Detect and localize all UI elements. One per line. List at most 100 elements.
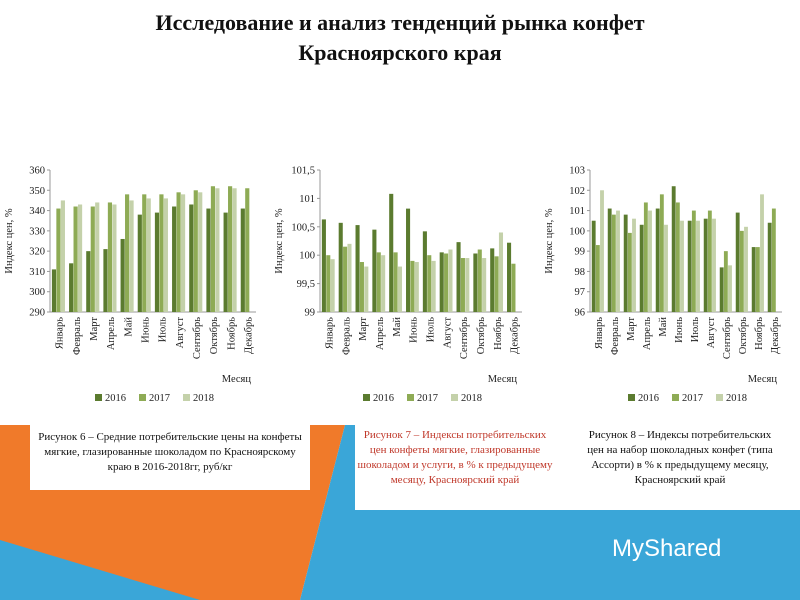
bar — [675, 202, 680, 312]
bar — [607, 208, 612, 312]
y-tick-label: 100 — [299, 251, 315, 262]
bar — [90, 206, 95, 312]
x-tick-label: Апрель — [642, 317, 653, 350]
bar — [482, 258, 487, 312]
bar — [498, 232, 504, 312]
legend-label: 2017 — [417, 393, 438, 404]
bar — [719, 267, 724, 312]
bar — [680, 220, 684, 312]
x-tick-label: Декабрь — [770, 317, 781, 354]
bar — [343, 246, 348, 312]
bar — [414, 262, 419, 312]
x-tick-label: Май — [123, 317, 134, 337]
legend-swatch — [183, 394, 190, 401]
x-tick-label: Июль — [158, 317, 169, 342]
bar — [198, 192, 203, 312]
x-tick-label: Ноябрь — [493, 317, 504, 350]
bar — [723, 251, 728, 312]
x-tick-label: Июнь — [409, 317, 420, 343]
bar — [473, 253, 478, 312]
bar — [240, 208, 245, 312]
bar — [444, 253, 449, 312]
bar — [180, 194, 186, 312]
bar — [372, 229, 377, 312]
bar — [60, 200, 65, 312]
bar — [397, 266, 403, 312]
bar — [712, 218, 716, 312]
x-tick-label: Апрель — [106, 317, 117, 350]
bar — [120, 238, 125, 312]
bar — [511, 263, 516, 312]
y-tick-label: 300 — [29, 287, 45, 298]
x-tick-label: Август — [442, 317, 453, 349]
y-axis-label: Индекс цен, % — [544, 208, 555, 273]
bar — [490, 248, 495, 312]
bar — [326, 255, 331, 312]
bar — [465, 258, 470, 312]
bar — [154, 212, 160, 312]
bar — [627, 232, 632, 312]
bar — [193, 190, 198, 312]
bar — [77, 204, 83, 312]
bar — [381, 255, 386, 312]
bar — [755, 247, 760, 312]
x-tick-label: Сентябрь — [459, 317, 470, 359]
y-tick-label: 103 — [569, 166, 585, 177]
bar — [616, 210, 620, 312]
bar — [422, 231, 427, 312]
bar — [103, 249, 108, 312]
y-axis-label: Индекс цен, % — [274, 208, 285, 273]
bar — [691, 210, 696, 312]
caption-box — [30, 425, 310, 490]
figure-caption: Рисунок 6 – Средние потребительские цены… — [38, 431, 302, 473]
x-tick-label: Январь — [55, 317, 66, 349]
bar — [687, 220, 692, 312]
x-tick-label: Ноябрь — [754, 317, 765, 350]
x-tick-label: Сентябрь — [722, 317, 733, 359]
bar — [751, 247, 756, 312]
bar — [648, 210, 652, 312]
bar — [767, 222, 772, 312]
bar — [448, 249, 453, 312]
bar — [728, 265, 732, 312]
bg-blue — [300, 425, 800, 600]
legend-swatch — [628, 394, 635, 401]
bar — [215, 188, 220, 312]
bar — [389, 193, 394, 312]
y-tick-label: 99 — [575, 247, 586, 258]
bar — [95, 202, 100, 312]
bar — [73, 206, 78, 312]
legend-swatch — [451, 394, 458, 401]
x-tick-label: Май — [392, 317, 403, 337]
bar — [347, 243, 352, 312]
bar — [86, 251, 91, 312]
bar — [427, 255, 432, 312]
bar — [232, 188, 237, 312]
x-tick-label: Май — [658, 317, 669, 337]
y-tick-label: 290 — [29, 308, 45, 319]
x-axis-label: Месяц — [488, 374, 518, 385]
bar — [137, 214, 142, 312]
bar — [172, 206, 177, 312]
bar — [639, 224, 644, 312]
bar — [228, 186, 233, 312]
caption-box — [585, 425, 775, 510]
legend-swatch — [716, 394, 723, 401]
slide-title: Исследование и анализ тенденций рынка ко… — [0, 8, 800, 68]
x-tick-label: Октябрь — [209, 317, 220, 354]
bar — [771, 208, 776, 312]
x-tick-label: Январь — [594, 317, 605, 349]
x-tick-label: Август — [175, 317, 186, 349]
x-tick-label: Ноябрь — [226, 317, 237, 350]
x-tick-label: Февраль — [341, 317, 352, 355]
x-tick-label: Март — [358, 317, 369, 341]
bar — [112, 204, 117, 312]
bar — [51, 269, 57, 312]
bar — [703, 218, 708, 312]
bar — [376, 252, 381, 312]
x-tick-label: Декабрь — [243, 317, 254, 354]
x-tick-label: Март — [626, 317, 637, 341]
